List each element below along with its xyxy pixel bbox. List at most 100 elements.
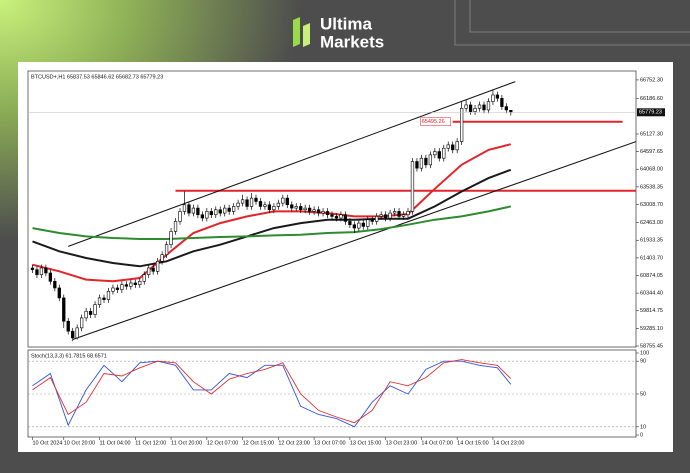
candle-body (227, 207, 231, 212)
y-tick-label: 100 (640, 350, 649, 356)
x-tick-label: 12 Oct 23:00 (278, 440, 310, 446)
candle-body (191, 207, 196, 214)
candle-body (464, 104, 468, 109)
candle-body (460, 107, 464, 142)
candle-body (236, 202, 240, 207)
candle-body (196, 207, 200, 216)
candle-body (209, 211, 213, 216)
x-tick-label: 10 Oct 20:00 (64, 440, 96, 446)
candle-body (200, 214, 204, 219)
candle-body (106, 290, 111, 300)
trend-line (68, 81, 516, 247)
candle-body (120, 284, 124, 290)
candle-body (245, 199, 249, 207)
y-tick-label: 90 (640, 359, 646, 365)
candle-body (205, 211, 209, 219)
y-tick-label: 58755.45 (640, 343, 663, 349)
candle-body (285, 197, 289, 206)
candle-body (477, 104, 482, 109)
logo-icon (303, 23, 310, 47)
candle-body (366, 219, 370, 227)
x-tick-label: 13 Oct 07:00 (314, 440, 346, 446)
y-tick-label: 59814.75 (640, 308, 663, 314)
y-tick-label: 63538.35 (640, 184, 663, 190)
candle-body (142, 274, 146, 282)
candle-body (214, 209, 218, 216)
moving-average (32, 205, 512, 240)
candle-body (415, 161, 419, 169)
candle-body (169, 231, 173, 245)
candle-body (48, 272, 52, 282)
chart-card (18, 62, 673, 452)
candle-body (384, 214, 388, 219)
y-tick-label: 61403.70 (640, 255, 663, 261)
candle-body (352, 224, 356, 229)
y-tick-label: 60874.05 (640, 273, 663, 279)
candle-body (419, 157, 424, 169)
y-tick-label: 64597.65 (640, 149, 663, 155)
candle-body (500, 97, 504, 107)
candle-body (316, 209, 321, 214)
stoch-line (32, 360, 512, 428)
candle-body (102, 297, 106, 300)
candle-body (348, 221, 352, 226)
candle-body (178, 211, 182, 222)
price-level-tag (420, 117, 451, 126)
y-tick-label: 62463.00 (640, 220, 663, 226)
candle-body (290, 204, 294, 209)
candle-body (62, 297, 66, 322)
y-tick-label: 0 (640, 432, 643, 438)
candle-body (451, 144, 455, 151)
candle-body (147, 267, 151, 275)
candle-body (164, 244, 169, 255)
candle-body (276, 202, 280, 207)
candle-body (160, 254, 164, 262)
candle-body (173, 221, 178, 232)
x-tick-label: 14 Oct 23:00 (493, 440, 525, 446)
decor-lines (454, 0, 690, 46)
candle-body (97, 297, 102, 305)
y-tick-label: 65127.30 (640, 131, 663, 137)
main-panel-frame (27, 70, 637, 348)
x-tick-label: 11 Oct 20:00 (171, 440, 202, 446)
logo-icon (293, 17, 300, 47)
candle-body (397, 211, 401, 217)
stoch-panel-frame (27, 349, 637, 438)
x-tick-label: 13 Oct 23:00 (386, 440, 418, 446)
candle-body (379, 214, 383, 217)
candle-body (486, 101, 491, 111)
candle-body (182, 204, 187, 212)
candle-body (124, 284, 128, 287)
y-tick-label: 63008.70 (640, 202, 663, 208)
candle-body (406, 211, 410, 216)
candle-body (223, 207, 227, 214)
candle-body (401, 214, 406, 217)
candle-body (272, 206, 276, 211)
candle-body (343, 214, 348, 222)
candle-body (321, 211, 325, 214)
candle-body (151, 267, 155, 272)
candle-body (361, 222, 365, 227)
candle-body (294, 206, 298, 209)
candle-body (325, 211, 330, 216)
y-tick-label: 60344.40 (640, 291, 663, 297)
candle-body (30, 267, 35, 270)
candle-body (84, 310, 88, 319)
candle-body (57, 287, 61, 299)
trend-line (72, 141, 637, 340)
candle-body (473, 107, 477, 112)
x-tick-label: 12 Oct 15:00 (243, 440, 275, 446)
candle-body (156, 261, 160, 272)
x-tick-label: 14 Oct 15:00 (457, 440, 489, 446)
candle-body (433, 151, 437, 156)
candle-body (249, 197, 254, 207)
candle-body (312, 209, 316, 212)
y-tick-label: 10 (640, 424, 646, 430)
candle-body (93, 304, 97, 315)
candle-body (129, 282, 133, 287)
candle-body (509, 110, 513, 113)
candle-body (504, 106, 508, 111)
candle-body (308, 207, 312, 212)
candle-body (357, 222, 361, 229)
